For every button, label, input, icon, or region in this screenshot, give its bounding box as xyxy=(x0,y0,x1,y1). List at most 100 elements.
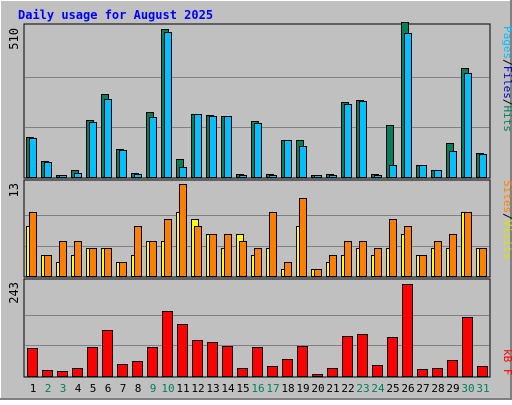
x-tick-label-24: 24 xyxy=(371,382,385,395)
bar-sites-day-27 xyxy=(419,255,427,277)
bar-sites-day-13 xyxy=(209,234,217,277)
x-tick-label-20: 20 xyxy=(311,382,324,395)
middle-legend: Sites/Visits xyxy=(501,180,512,260)
x-tick-label-18: 18 xyxy=(281,382,294,395)
bar-kbytes-day-25 xyxy=(387,337,398,377)
bar-files-day-14 xyxy=(224,116,232,178)
bar-sites-day-15 xyxy=(239,241,247,277)
x-tick-label-30: 30 xyxy=(461,382,474,395)
bar-kbytes-day-12 xyxy=(192,340,203,377)
bar-kbytes-day-2 xyxy=(42,370,53,377)
bar-files-day-21 xyxy=(329,175,337,178)
bar-files-day-3 xyxy=(59,175,67,178)
bar-kbytes-day-29 xyxy=(447,360,458,377)
bar-kbytes-day-18 xyxy=(282,359,293,377)
bar-kbytes-day-22 xyxy=(342,336,353,377)
x-tick-label-10: 10 xyxy=(161,382,174,395)
x-tick-label-23: 23 xyxy=(356,382,369,395)
bar-files-day-22 xyxy=(344,104,352,178)
bar-sites-day-16 xyxy=(254,248,262,277)
bar-sites-day-23 xyxy=(359,241,367,277)
middle-panel-max-label: 13 xyxy=(7,183,21,197)
bar-sites-day-26 xyxy=(404,226,412,277)
bar-kbytes-day-30 xyxy=(462,317,473,377)
bar-sites-day-21 xyxy=(329,255,337,277)
bar-kbytes-day-24 xyxy=(372,365,383,377)
legend-hits: Hits xyxy=(501,106,512,133)
legend-sites: Sites xyxy=(501,180,512,213)
bar-kbytes-day-1 xyxy=(27,348,38,377)
bar-sites-day-11 xyxy=(179,184,187,277)
x-tick-label-3: 3 xyxy=(60,382,67,395)
bar-files-day-6 xyxy=(104,99,112,178)
bar-sites-day-19 xyxy=(299,198,307,277)
x-axis-labels: 1 2 3 4 5 6 7 8 9 10 11 12 13 14 15 16 17 18 19 20 21 22 23 24 2… xyxy=(30,382,490,395)
bar-files-day-2 xyxy=(44,162,52,178)
bar-files-day-1 xyxy=(29,138,37,178)
bar-sites-day-18 xyxy=(284,262,292,277)
bar-kbytes-day-26 xyxy=(402,284,413,377)
x-tick-label-16: 16 xyxy=(251,382,264,395)
bar-files-day-25 xyxy=(389,165,397,178)
bar-kbytes-day-9 xyxy=(147,347,158,377)
legend-visits: Visits xyxy=(501,220,512,260)
bar-kbytes-day-19 xyxy=(297,346,308,377)
bar-kbytes-day-10 xyxy=(162,311,173,377)
x-tick-label-8: 8 xyxy=(135,382,142,395)
x-tick-label-21: 21 xyxy=(326,382,339,395)
bar-files-day-28 xyxy=(434,170,442,178)
bar-files-day-26 xyxy=(404,33,412,178)
x-tick-label-28: 28 xyxy=(431,382,444,395)
bar-files-day-31 xyxy=(479,154,487,178)
bar-sites-day-9 xyxy=(149,241,157,277)
bar-sites-day-14 xyxy=(224,234,232,277)
bar-kbytes-day-15 xyxy=(237,368,248,377)
bar-sites-day-30 xyxy=(464,212,472,277)
bar-kbytes-day-27 xyxy=(417,369,428,377)
bar-kbytes-day-13 xyxy=(207,342,218,377)
bar-files-day-10 xyxy=(164,32,172,178)
bar-files-day-23 xyxy=(359,101,367,178)
x-tick-label-12: 12 xyxy=(191,382,204,395)
bar-files-day-30 xyxy=(464,73,472,178)
x-tick-label-29: 29 xyxy=(446,382,459,395)
x-tick-label-14: 14 xyxy=(221,382,235,395)
x-tick-label-7: 7 xyxy=(120,382,127,395)
legend-kbytes: kB F xyxy=(501,349,512,376)
x-tick-label-15: 15 xyxy=(236,382,249,395)
bar-sites-day-1 xyxy=(29,212,37,277)
bar-sites-day-12 xyxy=(194,226,202,277)
legend-sep-3: / xyxy=(501,213,512,220)
bar-files-day-4 xyxy=(74,173,82,178)
bar-sites-day-6 xyxy=(104,248,112,277)
x-tick-label-5: 5 xyxy=(90,382,97,395)
bar-sites-day-7 xyxy=(119,262,127,277)
bar-files-day-29 xyxy=(449,151,457,178)
x-tick-label-27: 27 xyxy=(416,382,429,395)
bar-files-day-20 xyxy=(314,175,322,178)
x-tick-label-13: 13 xyxy=(206,382,219,395)
bar-files-day-15 xyxy=(239,175,247,178)
x-tick-label-25: 25 xyxy=(386,382,399,395)
chart-title: Daily usage for August 2025 xyxy=(18,8,213,22)
bar-files-day-16 xyxy=(254,123,262,178)
bar-files-day-11 xyxy=(179,167,187,178)
top-panel-max-label: 510 xyxy=(7,28,21,50)
bar-kbytes-day-5 xyxy=(87,347,98,377)
bar-sites-day-31 xyxy=(479,248,487,277)
bar-sites-day-20 xyxy=(314,269,322,277)
top-legend: Pages/Files/Hits xyxy=(501,26,512,132)
bar-sites-day-2 xyxy=(44,255,52,277)
bar-files-day-9 xyxy=(149,117,157,178)
bar-files-day-7 xyxy=(119,150,127,178)
x-tick-label-17: 17 xyxy=(266,382,279,395)
x-tick-label-9: 9 xyxy=(150,382,157,395)
bar-kbytes-day-6 xyxy=(102,330,113,377)
bar-files-day-19 xyxy=(299,146,307,178)
bar-sites-day-3 xyxy=(59,241,67,277)
bar-kbytes-day-11 xyxy=(177,324,188,377)
bar-sites-day-28 xyxy=(434,241,442,277)
